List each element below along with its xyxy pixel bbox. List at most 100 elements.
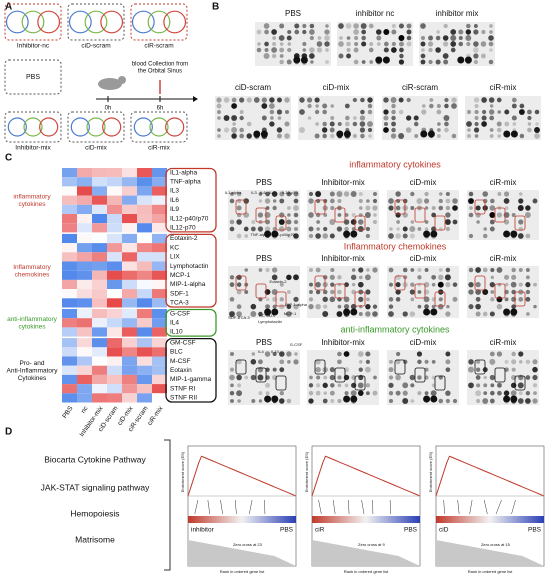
time-label: 0h [105,106,112,112]
heatmap-cell [107,223,122,233]
dish-box [67,3,125,41]
blot-spot [344,383,349,388]
blot-spot [451,97,457,103]
blot-spot [527,109,532,115]
blot-spot [398,41,404,47]
blot-spot [358,219,364,225]
rank-bar [436,516,544,523]
heatmap-cell [137,270,152,280]
dish [7,117,27,137]
blot-spot [236,191,242,197]
heatmap-cell [62,252,77,262]
blot-spot [329,127,335,133]
blot-spot [496,303,503,310]
blot-spot [343,296,350,303]
dish [23,117,43,137]
blot-spot [279,367,285,373]
heatmap-cell [122,365,137,375]
blot-spot [284,133,290,139]
blot-spot [366,268,370,272]
blot-spot [503,212,510,218]
blot-spot [223,115,230,121]
blot-spot [476,359,481,364]
mouse-head [118,76,126,84]
heatmap-cell [152,186,167,196]
blot-spot [391,121,396,127]
blot-spot [360,97,365,103]
blot-spot [265,206,270,210]
blot-spot [402,267,408,273]
blot-spot [271,308,279,316]
blot-spot [244,234,249,238]
blot-spot [217,128,221,132]
blot-spot [504,206,509,210]
es-curve [187,455,297,497]
blot-spot [445,359,451,365]
heatmap-cell [92,318,107,328]
blot-spot [299,109,305,115]
blot-spot [350,390,357,397]
blot-spot [398,23,404,29]
blot-spot [389,359,393,364]
blot-spot [324,29,330,35]
blot-spot [482,289,489,295]
blot-spot [269,121,275,127]
blot-spot [452,398,458,404]
dish-box [4,59,62,95]
blot-spot [438,375,443,380]
highlight-box [334,283,346,299]
blot-spot [527,115,532,121]
blot-spot [330,104,334,108]
heatmap-cell [122,384,137,394]
blot-spot [398,35,405,41]
heatmap-cell [152,365,167,375]
blot-spot [279,398,285,404]
blot-spot [417,391,422,396]
blot-spot [237,399,241,403]
blot-spot [230,383,234,388]
blot-spot [405,127,412,133]
blot-spot [428,35,433,41]
blot-spot [428,47,433,53]
blot-spot [352,121,358,127]
heatmap-cell [62,214,77,224]
hit [234,499,237,515]
blot-spot [253,130,261,138]
blot-spot [277,116,282,120]
blot-spot [236,233,242,239]
blot-spot [315,359,321,365]
blot-spot [286,191,292,197]
blot-spot [325,24,329,28]
axis-label: Enrichment score (ES) [304,451,309,492]
group-box [165,233,217,308]
blot-spot [279,42,284,46]
blot-spot [473,97,480,103]
blot-spot [367,109,373,115]
blot-spot [476,383,481,388]
blot-spot [402,226,408,232]
heatmap-cell [107,338,122,348]
annotation: IL3 [251,190,257,195]
highlight-box [394,275,406,291]
blot-spot [309,375,313,380]
blot-spot [223,97,230,103]
blot-spot [444,274,451,281]
heatmap-cell [92,338,107,348]
blot-spot [264,41,269,47]
blot-spot [269,97,275,103]
blot-spot [511,367,516,372]
blot-spot [276,109,283,115]
blot-spot [473,59,479,65]
highlight-box [474,199,486,215]
blot-spot [438,205,444,211]
blot-spot [322,133,327,139]
blot-spot [431,304,436,309]
dish [5,10,29,34]
blot-spot [325,60,329,64]
blot-spot [372,191,378,197]
heatmap-cell [122,279,137,290]
blot-spot [423,230,431,238]
heatmap-cell [152,338,167,348]
heatmap-cell [152,214,167,224]
blot-spot [444,219,451,225]
